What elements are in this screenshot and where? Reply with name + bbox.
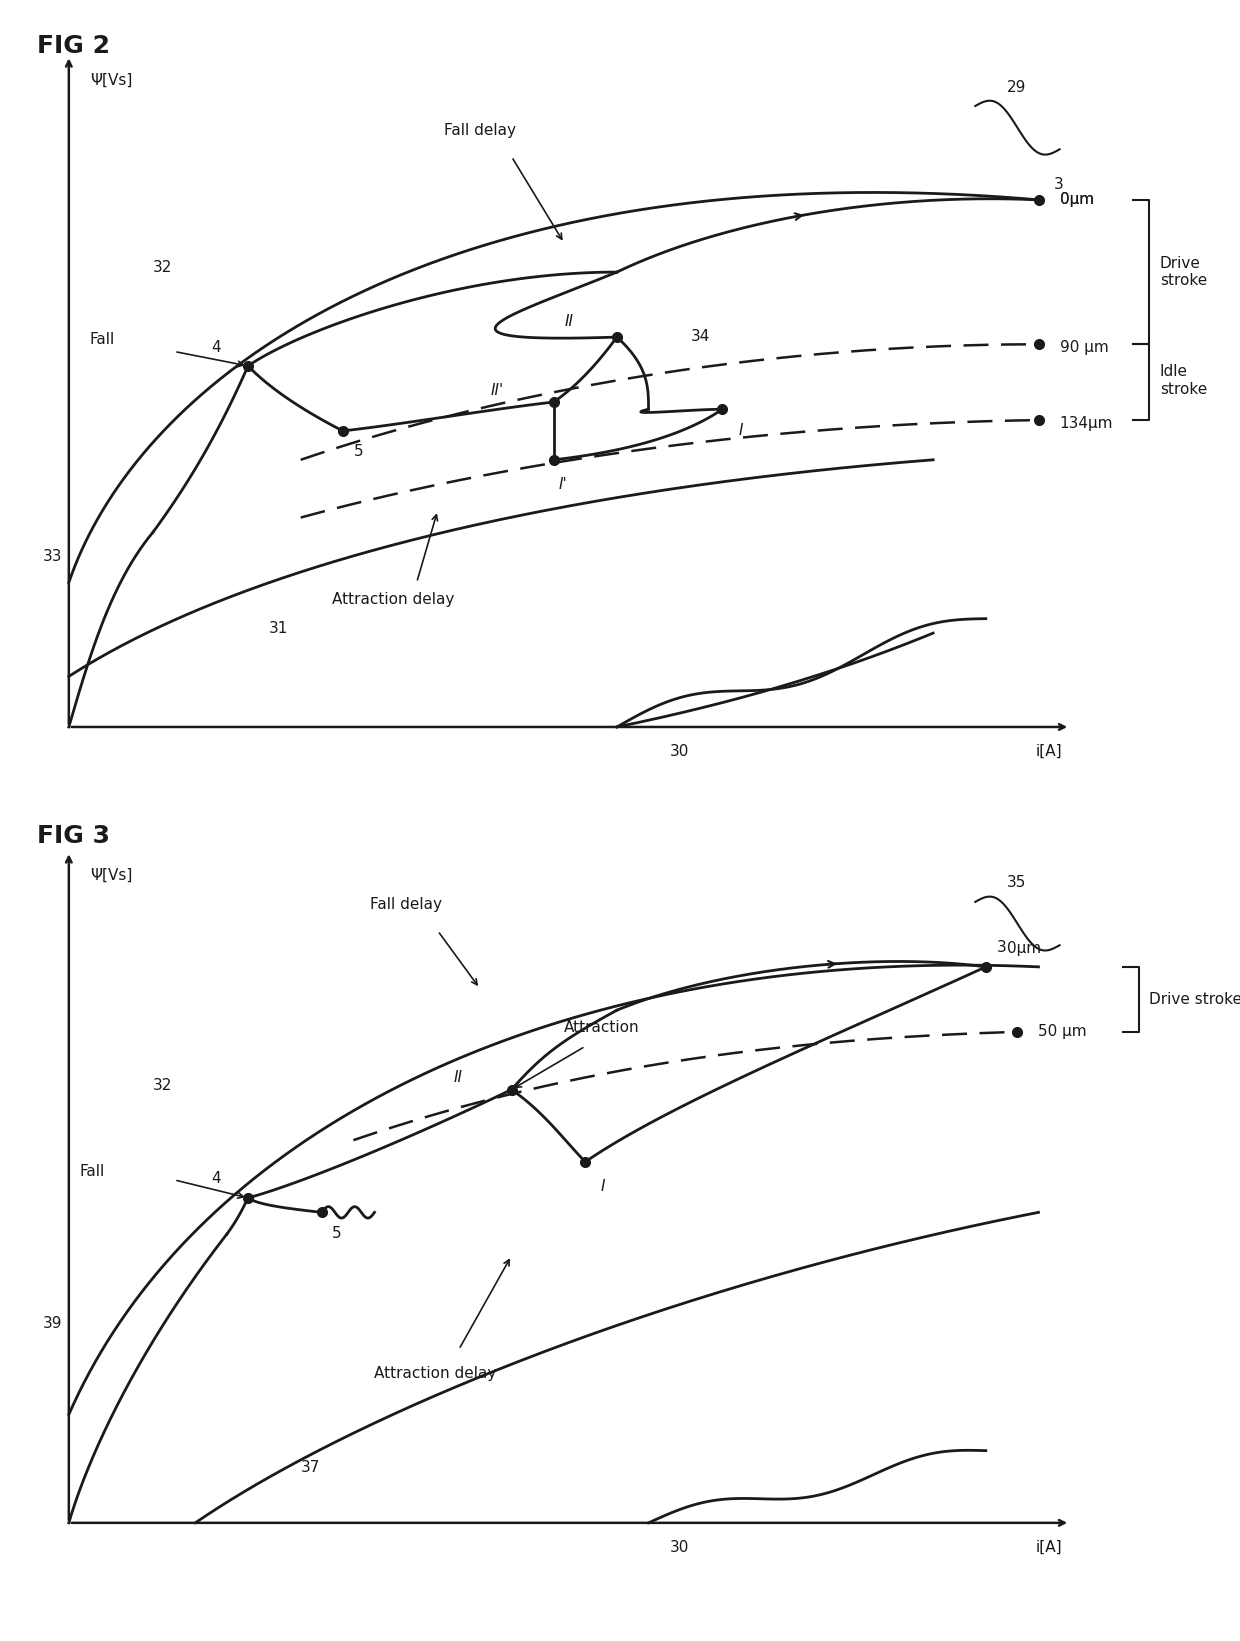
Text: Ψ[Vs]: Ψ[Vs] <box>91 868 133 883</box>
Text: Fall: Fall <box>79 1163 104 1180</box>
Text: 30: 30 <box>670 1539 689 1554</box>
Text: 33: 33 <box>42 548 62 565</box>
Text: Ψ[Vs]: Ψ[Vs] <box>91 72 133 87</box>
Text: 29: 29 <box>1007 79 1027 95</box>
Text: II': II' <box>491 382 503 397</box>
Text: Drive
stroke: Drive stroke <box>1159 256 1207 289</box>
Text: 4: 4 <box>211 1172 221 1186</box>
Text: I: I <box>601 1178 605 1193</box>
Text: 0μm: 0μm <box>1059 192 1094 207</box>
Text: FIG 2: FIG 2 <box>37 34 110 59</box>
Text: 31: 31 <box>269 620 289 637</box>
Text: i[A]: i[A] <box>1035 743 1063 758</box>
Text: 90 μm: 90 μm <box>1059 340 1109 356</box>
Text: Fall delay: Fall delay <box>444 123 516 138</box>
Text: Drive stroke: Drive stroke <box>1149 991 1240 1008</box>
Text: 4: 4 <box>211 340 221 354</box>
Text: 0μm: 0μm <box>1059 192 1094 207</box>
Text: 0μm: 0μm <box>1007 942 1042 957</box>
Text: Fall: Fall <box>91 331 115 348</box>
Text: Attraction delay: Attraction delay <box>332 592 455 607</box>
Text: I': I' <box>559 476 568 492</box>
Text: I: I <box>738 422 743 438</box>
Text: II: II <box>454 1070 463 1085</box>
Text: 134μm: 134μm <box>1059 417 1114 432</box>
Text: Fall delay: Fall delay <box>370 898 443 912</box>
Text: Idle
stroke: Idle stroke <box>1159 364 1207 397</box>
Text: 32: 32 <box>154 259 172 276</box>
Text: 5: 5 <box>332 1226 342 1241</box>
Text: 3: 3 <box>1054 177 1064 192</box>
Text: 37: 37 <box>300 1460 320 1475</box>
Text: Attraction: Attraction <box>564 1019 640 1035</box>
Text: i[A]: i[A] <box>1035 1539 1063 1554</box>
Text: II: II <box>564 313 573 330</box>
Text: 32: 32 <box>154 1078 172 1093</box>
Text: 35: 35 <box>1007 875 1027 891</box>
Text: 39: 39 <box>42 1316 62 1331</box>
Text: 3: 3 <box>997 940 1006 955</box>
Text: FIG 3: FIG 3 <box>37 824 110 848</box>
Text: 5: 5 <box>353 445 363 459</box>
Text: 50 μm: 50 μm <box>1039 1024 1087 1039</box>
Text: Attraction delay: Attraction delay <box>374 1367 497 1382</box>
Text: 34: 34 <box>691 328 711 343</box>
Text: 30: 30 <box>670 743 689 758</box>
